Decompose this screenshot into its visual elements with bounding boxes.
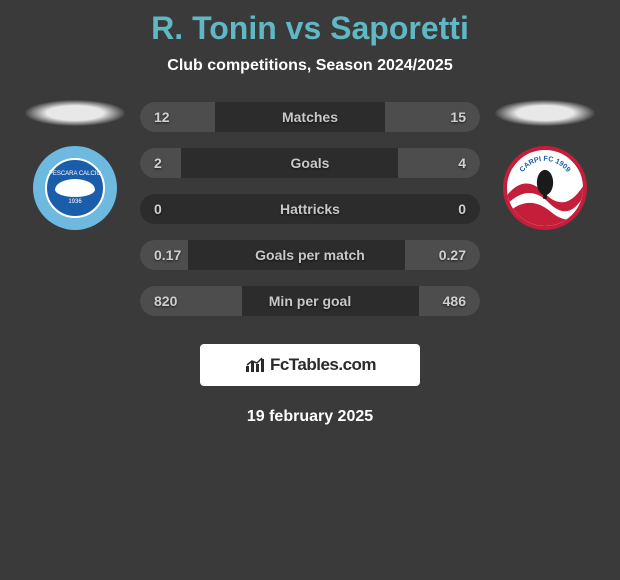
stat-label: Min per goal xyxy=(269,293,351,309)
stat-row: 12 Matches 15 xyxy=(140,102,480,132)
stat-fill-right xyxy=(398,148,480,178)
stat-label: Goals per match xyxy=(255,247,365,263)
main-row: PESCARA CALCIO 1936 12 Matches 15 2 Goals 4 0 H… xyxy=(0,100,620,316)
crest-shadow-left xyxy=(25,100,125,126)
right-crest-col: CARPI FC 1909 xyxy=(495,100,595,230)
stat-row: 820 Min per goal 486 xyxy=(140,286,480,316)
stats-panel: 12 Matches 15 2 Goals 4 0 Hattricks 0 0.17 Goals p… xyxy=(140,100,480,316)
page-title: R. Tonin vs Saporetti xyxy=(0,10,620,47)
stat-row: 0.17 Goals per match 0.27 xyxy=(140,240,480,270)
stat-left-value: 820 xyxy=(154,293,177,309)
brand-text: FcTables.com xyxy=(270,355,376,375)
bar-chart-icon xyxy=(244,356,266,374)
left-crest-col: PESCARA CALCIO 1936 xyxy=(25,100,125,230)
stat-left-value: 12 xyxy=(154,109,170,125)
stat-left-value: 2 xyxy=(154,155,162,171)
stat-row: 0 Hattricks 0 xyxy=(140,194,480,224)
stat-right-value: 0 xyxy=(458,201,466,217)
stat-right-value: 0.27 xyxy=(439,247,466,263)
stat-row: 2 Goals 4 xyxy=(140,148,480,178)
stat-left-value: 0.17 xyxy=(154,247,181,263)
pescara-crest: PESCARA CALCIO 1936 xyxy=(33,146,117,230)
carpi-crest: CARPI FC 1909 xyxy=(503,146,587,230)
stat-label: Matches xyxy=(282,109,338,125)
stat-fill-left xyxy=(140,102,215,132)
crest-shadow-right xyxy=(495,100,595,126)
stat-label: Goals xyxy=(291,155,330,171)
stat-left-value: 0 xyxy=(154,201,162,217)
stat-right-value: 486 xyxy=(443,293,466,309)
crest-left-text-top: PESCARA CALCIO xyxy=(49,171,101,177)
stat-label: Hattricks xyxy=(280,201,340,217)
brand-box: FcTables.com xyxy=(200,344,420,386)
subtitle: Club competitions, Season 2024/2025 xyxy=(0,57,620,75)
stat-right-value: 4 xyxy=(458,155,466,171)
crest-left-text-bottom: 1936 xyxy=(68,199,81,205)
stat-right-value: 15 xyxy=(450,109,466,125)
dolphin-icon xyxy=(55,179,95,197)
date-text: 19 february 2025 xyxy=(0,408,620,426)
